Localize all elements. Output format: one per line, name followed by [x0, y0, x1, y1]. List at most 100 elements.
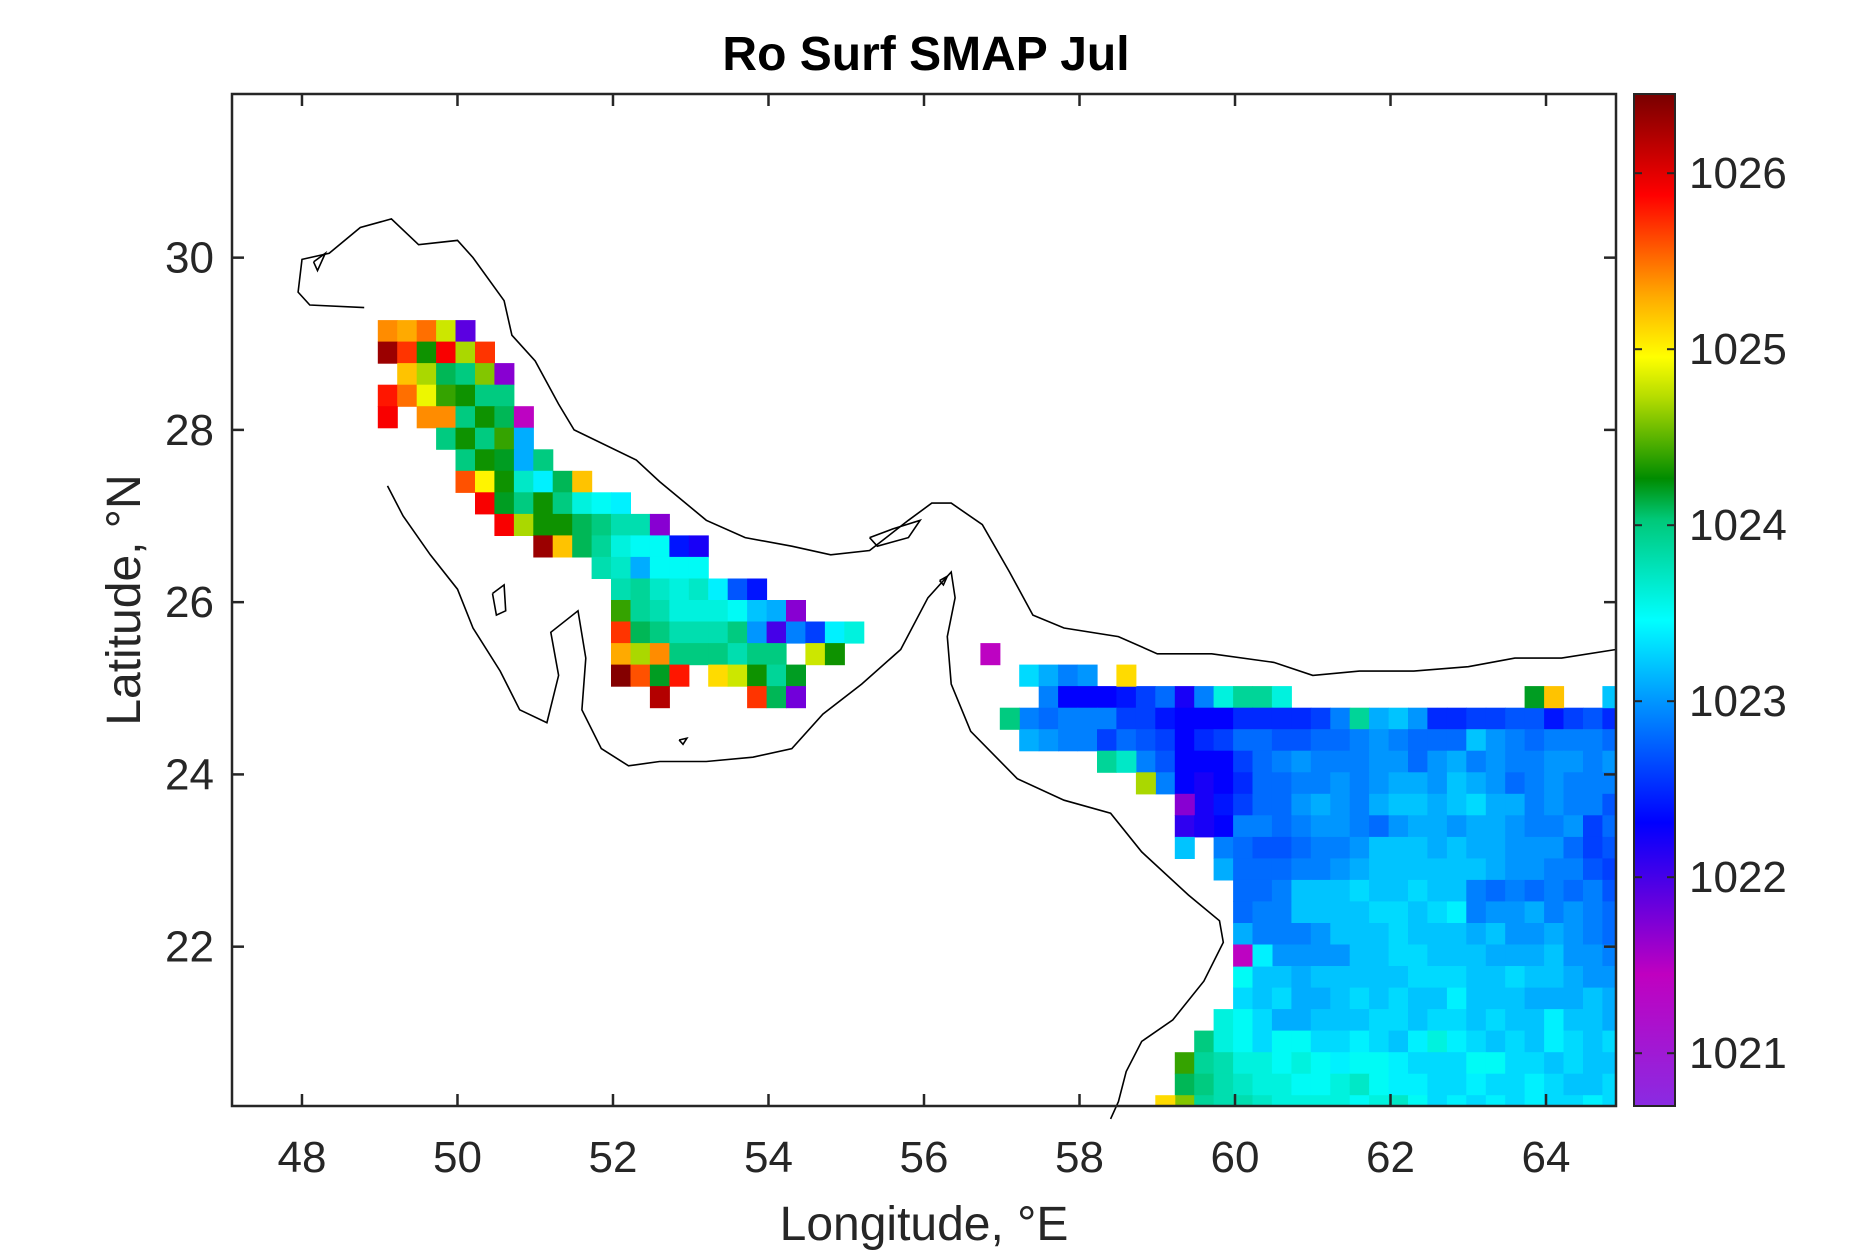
heatmap-cell	[630, 535, 651, 558]
heatmap-cell	[1485, 858, 1506, 881]
heatmap-cell	[1544, 686, 1565, 709]
heatmap-cell	[1427, 1030, 1448, 1053]
heatmap-cell	[1291, 707, 1312, 730]
heatmap-cell	[1252, 1073, 1273, 1096]
heatmap-cell	[436, 427, 457, 450]
heatmap-cell	[1524, 729, 1545, 752]
heatmap-cell	[1505, 1095, 1526, 1107]
heatmap-cell	[1446, 944, 1467, 967]
heatmap-cell	[1388, 1095, 1409, 1107]
heatmap-cell	[1213, 1095, 1234, 1107]
heatmap-cell	[1233, 901, 1254, 924]
heatmap-cell	[1602, 686, 1617, 709]
heatmap-cell	[1077, 729, 1098, 752]
heatmap-cell	[1583, 901, 1603, 924]
heatmap-cell	[1349, 1073, 1370, 1096]
colorbar-tick-label: 1024	[1689, 501, 1787, 550]
heatmap-cell	[1524, 1009, 1545, 1032]
heatmap-cell	[611, 621, 631, 644]
heatmap-cell	[611, 513, 631, 536]
heatmap-cell	[1427, 793, 1448, 816]
heatmap-cell	[630, 600, 651, 623]
heatmap-cell	[669, 600, 690, 623]
heatmap-cell	[611, 492, 631, 515]
heatmap-cell	[1544, 923, 1565, 946]
heatmap-cell	[1524, 858, 1545, 881]
heatmap-cell	[1310, 750, 1331, 773]
heatmap-cell	[1583, 1073, 1603, 1096]
heatmap-cell	[1524, 793, 1545, 816]
heatmap-cell	[1485, 815, 1506, 838]
heatmap-cell	[1505, 944, 1526, 967]
heatmap-cell	[1330, 1030, 1351, 1053]
heatmap-cell	[1427, 901, 1448, 924]
heatmap-cell	[1291, 901, 1312, 924]
heatmap-cell	[475, 470, 495, 493]
heatmap-cell	[1388, 1030, 1409, 1053]
heatmap-cell	[1155, 729, 1176, 752]
heatmap-cell	[766, 600, 787, 623]
heatmap-cell	[1369, 858, 1390, 881]
heatmap-cell	[1427, 858, 1448, 881]
heatmap-cell	[1563, 750, 1584, 773]
heatmap-cell	[1388, 750, 1409, 773]
heatmap-cell	[1291, 1052, 1312, 1075]
heatmap-cell	[1349, 858, 1370, 881]
heatmap-cell	[1563, 1009, 1584, 1032]
heatmap-cell	[1446, 1095, 1467, 1107]
heatmap-cell	[708, 578, 729, 601]
heatmap-cell	[436, 384, 457, 407]
heatmap-cell	[1349, 1052, 1370, 1075]
heatmap-cell	[377, 406, 398, 429]
coastline-segment	[312, 250, 328, 273]
heatmap-cell	[1524, 1052, 1545, 1075]
heatmap-cell	[766, 664, 787, 687]
heatmap-cell	[1485, 1009, 1506, 1032]
heatmap-cell	[1446, 836, 1467, 859]
heatmap-cell	[1349, 836, 1370, 859]
heatmap-cell	[1369, 923, 1390, 946]
heatmap-cell	[708, 664, 729, 687]
heatmap-cell	[1544, 729, 1565, 752]
heatmap-cell	[630, 643, 651, 666]
heatmap-cell	[1233, 923, 1254, 946]
heatmap-cell	[1544, 987, 1565, 1010]
heatmap-cell	[766, 643, 787, 666]
heatmap-cell	[1485, 1030, 1506, 1053]
heatmap-cell	[1058, 707, 1079, 730]
heatmap-cell	[688, 600, 709, 623]
heatmap-cell	[1291, 1095, 1312, 1107]
heatmap-cell	[1505, 858, 1526, 881]
heatmap-cell	[1291, 944, 1312, 967]
heatmap-cell	[1602, 729, 1617, 752]
heatmap-cell	[844, 621, 865, 644]
heatmap-cell	[1252, 772, 1273, 795]
heatmap-cell	[1408, 1095, 1428, 1107]
heatmap-cell	[649, 686, 670, 709]
heatmap-cell	[1310, 966, 1331, 989]
heatmap-cell	[1583, 923, 1603, 946]
heatmap-cell	[1174, 772, 1195, 795]
heatmap-cell	[1563, 1030, 1584, 1053]
heatmap-cell	[1563, 923, 1584, 946]
heatmap-cell	[1427, 815, 1448, 838]
heatmap-cell	[1388, 1009, 1409, 1032]
heatmap-cell	[494, 427, 515, 450]
heatmap-cell	[1583, 879, 1603, 902]
heatmap-cell	[1466, 1009, 1487, 1032]
heatmap-cell	[1271, 1052, 1292, 1075]
heatmap-cell	[1583, 772, 1603, 795]
heatmap-cell	[1271, 1030, 1292, 1053]
heatmap-cell	[1252, 1052, 1273, 1075]
heatmap-cell	[999, 707, 1020, 730]
heatmap-cell	[1446, 815, 1467, 838]
heatmap-cell	[1485, 944, 1506, 967]
heatmap-cell	[1563, 858, 1584, 881]
heatmap-cell	[1233, 707, 1254, 730]
heatmap-cell	[1466, 901, 1487, 924]
heatmap-cell	[1544, 1095, 1565, 1107]
heatmap-cell	[1544, 793, 1565, 816]
heatmap-cell	[1544, 1052, 1565, 1075]
heatmap-cell	[455, 427, 476, 450]
heatmap-cell	[1505, 772, 1526, 795]
